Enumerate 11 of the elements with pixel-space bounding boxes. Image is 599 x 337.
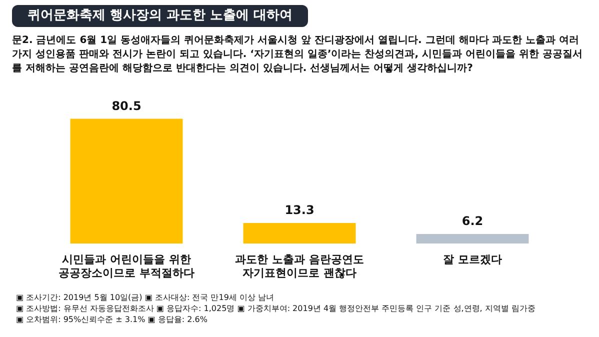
text: ▣ 조사기간: 2019년 5월 10일(금) ▣ 조사대상: 전국 만19세 이상 남녀 [16, 292, 275, 303]
text: ▣ 조사방법: 유무선 자동응답전화조사 ▣ 응답자수: 1,025명 ▣ 가중치부여: 2019년 4월 행정안전부 주민등록 인구 기준 성,연령, 지역별 림가중 [16, 303, 536, 314]
x-tick-label: 과도한 노출과 음란공연도 자기표현이므로 괜찮다 [235, 253, 364, 280]
chart-subtitle: 문2. 금년에도 6월 1일 동성애자들의 퀴어문화축제가 서울시청 앞 잔디광장에서 열립니다. 그런데 해마다 과도한 노출과 여러 가지 성인용품 판매와 전시가 논란이 되고 있습니다. ‘자기표현의 일종’이라는 찬성의견과, 시민들과 어린이들을 위한 공공질서를 저해하는 공연음란에 해당함으로 반대한다는 의견이 있습니다. 선생님께서는 어떻게 생각하십니까? [12, 34, 584, 76]
x-tick-label: 잘 모르겠다 [443, 253, 502, 266]
x-tick-label: 시민들과 어린이들을 위한 공공장소이므로 부적절하다 [58, 253, 194, 280]
text: ▣ 오차범위: 95%신뢰수준 ± 3.1% ▣ 응답율: 2.6% [16, 314, 208, 325]
data-label: 6.2 [462, 214, 484, 228]
data-label: 80.5 [112, 98, 142, 113]
data-label: 13.3 [284, 203, 314, 218]
chart-title: 퀴어문화축제 행사장의 과도한 노출에 대하여 [12, 5, 308, 27]
